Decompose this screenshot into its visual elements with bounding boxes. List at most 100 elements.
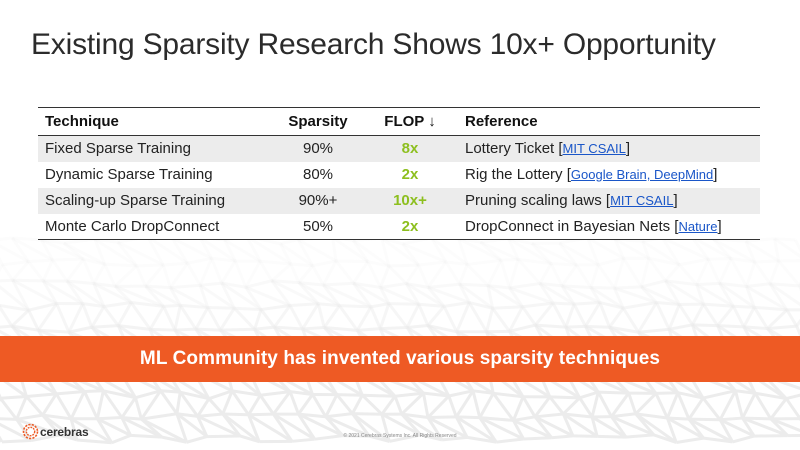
background-lattice-edge [622,307,640,334]
background-lattice-edge [381,412,422,437]
background-lattice-edge [248,412,274,417]
background-lattice-edge [640,279,666,289]
cell-sparsity: 90% [302,140,334,158]
background-lattice-edge [614,237,650,260]
background-lattice-edge [92,263,107,285]
background-lattice-edge [687,418,705,440]
background-lattice-edge [563,412,593,419]
background-lattice-edge [322,284,341,307]
background-lattice-edge [0,256,4,266]
reference-text: Rig the Lottery [465,166,563,183]
background-lattice-edge [117,240,164,267]
background-lattice-edge [314,434,343,441]
background-lattice-edge [508,258,520,289]
background-lattice-edge [773,237,800,258]
background-lattice-edge [231,389,261,397]
background-lattice-edge [458,283,471,304]
background-lattice-edge [640,285,681,306]
background-lattice-edge [610,415,628,438]
background-lattice-edge [499,259,512,289]
background-lattice-edge [487,284,524,309]
background-lattice-edge [426,305,446,327]
cell-technique: Monte Carlo DropConnect [45,217,220,235]
background-lattice-edge [26,392,57,398]
background-lattice-edge [712,238,733,260]
background-lattice-edge [718,282,756,309]
header-reference: Reference [465,113,538,130]
background-lattice-edge [533,415,553,439]
background-lattice-edge [179,304,198,330]
background-lattice-edge [579,390,599,400]
background-lattice-edge [84,389,104,393]
background-lattice-edge [120,416,132,437]
background-lattice-edge [290,262,313,268]
background-lattice-edge [745,239,780,263]
background-lattice-edge [597,256,625,267]
background-lattice-edge [613,238,626,260]
background-lattice-edge [678,303,694,326]
reference-link[interactable]: Google Brain, DeepMind [570,167,714,182]
background-lattice-edge [480,237,509,244]
background-lattice-edge [147,235,173,240]
copyright-text: © 2021 Cerebras Systems Inc. All Rights … [343,433,457,439]
background-lattice-edge [458,282,494,310]
background-lattice-edge [678,263,698,286]
reference-link[interactable]: MIT CSAIL [610,193,674,208]
background-lattice-edge [0,244,30,263]
background-lattice-edge [258,260,274,282]
background-lattice-edge [52,257,84,262]
background-lattice-edge [239,434,260,444]
background-lattice-edge [667,416,690,421]
background-lattice-edge [467,258,502,266]
background-lattice-edge [665,279,697,287]
background-lattice-edge [561,284,591,290]
background-lattice-edge [83,257,106,266]
background-lattice-edge [28,302,57,312]
background-lattice-edge [82,302,105,309]
background-lattice-edge [609,325,639,334]
background-lattice-edge [454,416,469,439]
background-lattice-edge [355,306,373,332]
background-lattice-edge [297,413,316,441]
background-lattice-edge [272,412,316,441]
background-lattice-edge [661,236,681,266]
background-lattice-edge [199,235,225,242]
background-lattice-edge [562,412,599,438]
background-lattice-edge [135,389,161,400]
background-lattice-edge [297,264,314,284]
background-lattice-edge [223,239,237,262]
background-lattice-edge [62,241,85,261]
background-lattice-edge [224,234,247,242]
background-lattice-edge [352,282,373,308]
background-lattice-edge [342,434,370,438]
background-lattice-edge [289,263,301,284]
background-lattice-edge [351,239,370,263]
background-lattice-edge [754,391,787,401]
background-lattice-edge [458,237,481,244]
background-lattice-edge [55,302,71,333]
background-lattice-edge [575,264,593,289]
background-lattice-edge [186,435,208,444]
cell-reference: Pruning scaling laws [MIT CSAIL] [465,192,678,209]
background-lattice-edge [668,323,693,331]
reference-link[interactable]: Nature [678,218,718,234]
reference-link[interactable]: MIT CSAIL [562,141,626,157]
background-lattice-edge [352,281,390,305]
background-lattice-edge [769,397,788,420]
background-lattice-edge [368,434,390,443]
background-lattice-edge [339,304,371,309]
background-lattice-edge [197,414,241,438]
background-lattice-edge [357,327,381,332]
background-lattice-edge [770,417,800,433]
background-lattice-edge [288,391,300,415]
table-row: Fixed Sparse Training 90% 8x Lottery Tic… [38,135,760,162]
background-lattice-edge [81,303,94,328]
background-lattice-edge [351,394,364,415]
background-lattice-edge [614,285,642,290]
background-lattice-edge [491,307,511,333]
background-lattice-edge [431,236,459,241]
background-lattice-edge [493,391,524,399]
background-lattice-edge [701,397,722,421]
background-lattice-edge [56,389,85,396]
background-lattice-edge [635,412,668,420]
